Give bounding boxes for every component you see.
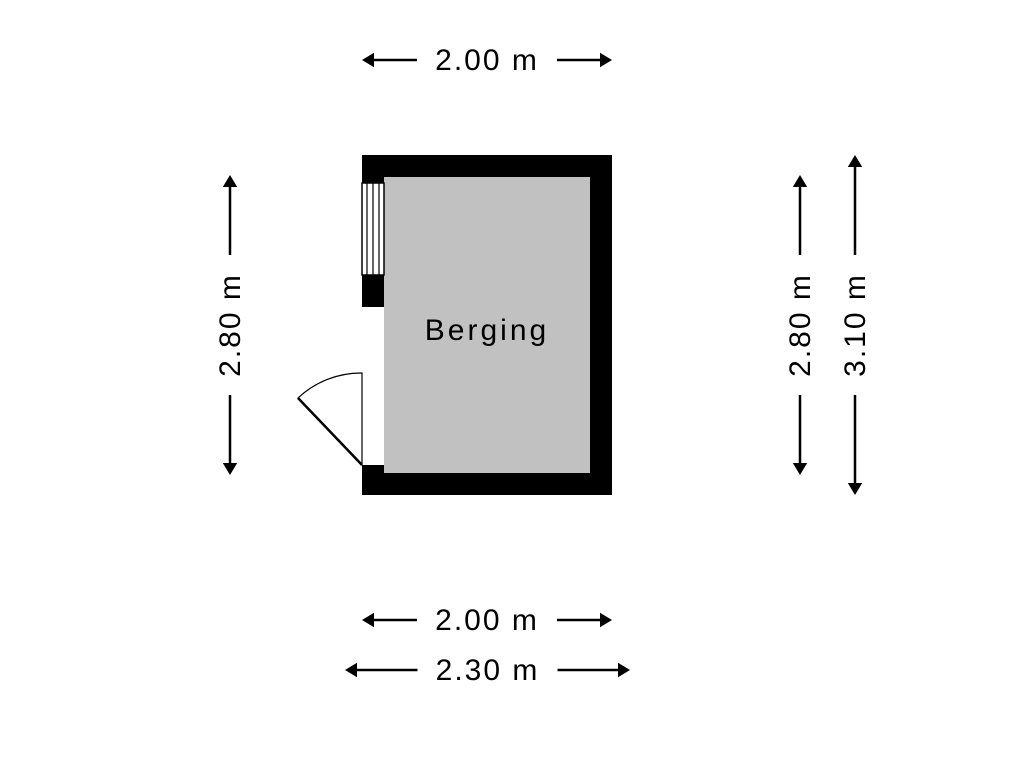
wall-left-seg-1 [362, 155, 384, 183]
door-left [298, 303, 384, 465]
dimension-label: 2.00 m [435, 44, 539, 77]
room-label: Berging [425, 314, 549, 347]
wall-right [590, 155, 612, 495]
wall-left-seg-2 [362, 275, 384, 305]
wall-bottom [362, 473, 612, 495]
window-left [362, 183, 384, 275]
wall-left-seg-3 [362, 465, 384, 495]
dimension-right-inner: 2.80 m [784, 175, 817, 475]
wall-top [362, 155, 612, 177]
dimension-label: 2.30 m [436, 654, 540, 687]
dimension-right-outer: 3.10 m [839, 155, 872, 495]
dimension-bottom-outer: 2.30 m [345, 654, 630, 687]
room-berging: Berging [298, 155, 612, 495]
dimension-label: 2.80 m [214, 273, 247, 377]
dimension-label: 2.00 m [435, 604, 539, 637]
dimension-bottom-inner: 2.00 m [362, 604, 612, 637]
dimension-label: 2.80 m [784, 273, 817, 377]
dimension-left-inner: 2.80 m [214, 175, 247, 475]
dimension-top-inner: 2.00 m [362, 44, 612, 77]
dimension-label: 3.10 m [839, 273, 872, 377]
floor-plan-canvas: Berging 2.00 m 2.80 m 2.80 m 3.10 m 2.00 m 2.… [0, 0, 1024, 768]
